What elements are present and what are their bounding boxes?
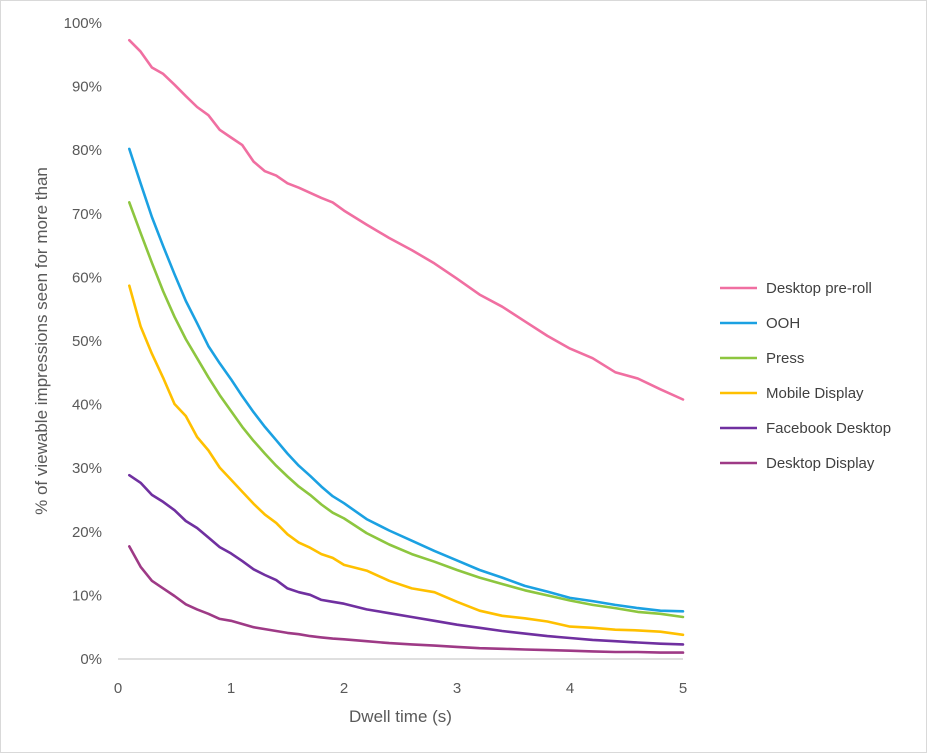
y-tick-label: 50% — [72, 333, 102, 350]
x-tick-label: 5 — [679, 680, 687, 697]
y-tick-label: 0% — [80, 651, 102, 668]
legend-label: Desktop pre-roll — [766, 280, 872, 297]
y-tick-label: 90% — [72, 79, 102, 96]
series-lines — [128, 38, 685, 654]
series-line-desktop-display — [128, 545, 685, 654]
legend-label: Mobile Display — [766, 385, 864, 402]
series-line-facebook-desktop — [128, 473, 685, 646]
y-axis-tick-labels: 0% 10% 20% 30% 40% 50% 60% 70% 80% 90% 100% — [64, 15, 102, 668]
y-tick-label: 70% — [72, 206, 102, 223]
x-axis-title: Dwell time (s) — [349, 707, 452, 726]
legend-label: Desktop Display — [766, 455, 875, 472]
x-tick-label: 2 — [340, 680, 348, 697]
series-line-desktop-pre-roll — [128, 38, 685, 401]
y-tick-label: 40% — [72, 397, 102, 414]
x-tick-label: 3 — [453, 680, 461, 697]
legend-item-mobile-display: Mobile Display — [720, 385, 864, 402]
y-tick-label: 100% — [64, 15, 102, 32]
series-line-press — [128, 201, 685, 619]
y-tick-label: 10% — [72, 587, 102, 604]
y-tick-label: 80% — [72, 142, 102, 159]
legend-label: Press — [766, 350, 804, 367]
legend-item-ooh: OOH — [720, 315, 800, 332]
y-tick-label: 30% — [72, 460, 102, 477]
y-tick-label: 20% — [72, 524, 102, 541]
series-line-ooh — [128, 147, 685, 613]
legend-label: OOH — [766, 315, 800, 332]
x-tick-label: 1 — [227, 680, 235, 697]
legend-item-facebook-desktop: Facebook Desktop — [720, 420, 891, 437]
legend-item-desktop-pre-roll: Desktop pre-roll — [720, 280, 872, 297]
x-tick-label: 4 — [566, 680, 574, 697]
legend-item-desktop-display: Desktop Display — [720, 455, 875, 472]
legend-label: Facebook Desktop — [766, 420, 891, 437]
y-tick-label: 60% — [72, 269, 102, 286]
x-axis-tick-labels: 0 1 2 3 4 5 — [114, 680, 687, 697]
series-line-mobile-display — [128, 284, 685, 637]
legend-item-press: Press — [720, 350, 804, 367]
legend: Desktop pre-roll OOH Press Mobile Display Fa… — [720, 280, 891, 472]
x-tick-label: 0 — [114, 680, 122, 697]
y-axis-title: % of viewable impressions seen for more … — [32, 167, 51, 515]
